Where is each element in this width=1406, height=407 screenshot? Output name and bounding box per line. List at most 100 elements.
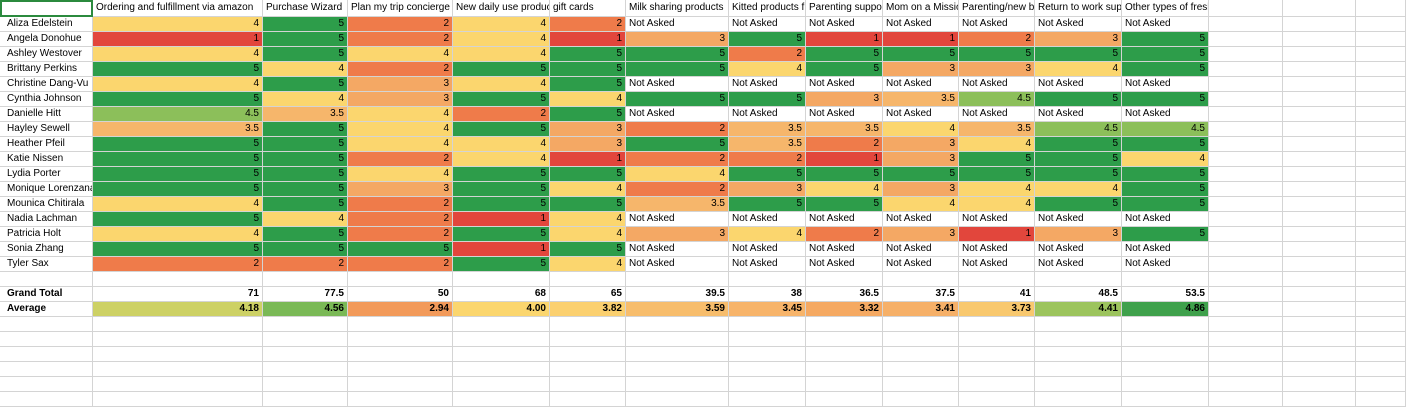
empty-cell[interactable] xyxy=(1209,197,1283,212)
score-cell[interactable]: 5 xyxy=(959,167,1035,182)
empty-cell[interactable] xyxy=(1356,92,1406,107)
empty-cell[interactable] xyxy=(1209,152,1283,167)
average-cell[interactable]: 3.32 xyxy=(806,302,883,317)
average-cell[interactable]: 3.82 xyxy=(550,302,626,317)
not-asked-cell[interactable]: Not Asked xyxy=(626,212,729,227)
empty-cell[interactable] xyxy=(626,317,729,332)
empty-cell[interactable] xyxy=(263,377,348,392)
grand-total-cell[interactable]: 50 xyxy=(348,287,453,302)
empty-cell[interactable] xyxy=(550,272,626,287)
score-cell[interactable]: 5 xyxy=(263,242,348,257)
score-cell[interactable]: 2 xyxy=(729,152,806,167)
score-cell[interactable]: 5 xyxy=(806,167,883,182)
score-cell[interactable]: 2 xyxy=(626,152,729,167)
not-asked-cell[interactable]: Not Asked xyxy=(1035,17,1122,32)
column-header[interactable]: Parenting/new b xyxy=(959,0,1035,17)
score-cell[interactable]: 5 xyxy=(883,47,959,62)
score-cell[interactable]: 5 xyxy=(453,257,550,272)
empty-cell[interactable] xyxy=(883,332,959,347)
score-cell[interactable]: 4 xyxy=(550,92,626,107)
empty-cell[interactable] xyxy=(1209,137,1283,152)
score-cell[interactable]: 4 xyxy=(93,17,263,32)
score-cell[interactable]: 2 xyxy=(348,32,453,47)
empty-cell[interactable] xyxy=(93,272,263,287)
score-cell[interactable]: 2 xyxy=(348,17,453,32)
score-cell[interactable]: 5 xyxy=(453,92,550,107)
empty-cell[interactable] xyxy=(1283,392,1356,407)
average-cell[interactable]: 4.41 xyxy=(1035,302,1122,317)
empty-cell[interactable] xyxy=(453,317,550,332)
empty-cell[interactable] xyxy=(1035,392,1122,407)
empty-cell[interactable] xyxy=(1283,182,1356,197)
score-cell[interactable]: 3 xyxy=(883,227,959,242)
score-cell[interactable]: 1 xyxy=(550,152,626,167)
score-cell[interactable]: 4 xyxy=(959,137,1035,152)
score-cell[interactable]: 2 xyxy=(348,212,453,227)
score-cell[interactable]: 5 xyxy=(93,242,263,257)
score-cell[interactable]: 3 xyxy=(806,92,883,107)
score-cell[interactable]: 5 xyxy=(1035,197,1122,212)
score-cell[interactable]: 4 xyxy=(453,77,550,92)
empty-cell[interactable] xyxy=(1035,272,1122,287)
empty-cell[interactable] xyxy=(1356,182,1406,197)
score-cell[interactable]: 1 xyxy=(93,32,263,47)
empty-cell[interactable] xyxy=(806,272,883,287)
empty-cell[interactable] xyxy=(626,347,729,362)
empty-cell[interactable] xyxy=(1122,347,1209,362)
empty-cell[interactable] xyxy=(1356,167,1406,182)
score-cell[interactable]: 4 xyxy=(550,182,626,197)
score-cell[interactable]: 3.5 xyxy=(883,92,959,107)
empty-cell[interactable] xyxy=(1356,47,1406,62)
empty-cell[interactable] xyxy=(1356,272,1406,287)
empty-cell[interactable] xyxy=(93,377,263,392)
respondent-name[interactable]: Hayley Sewell xyxy=(0,122,93,137)
not-asked-cell[interactable]: Not Asked xyxy=(626,77,729,92)
score-cell[interactable]: 5 xyxy=(550,197,626,212)
empty-cell[interactable] xyxy=(883,392,959,407)
score-cell[interactable]: 1 xyxy=(453,212,550,227)
score-cell[interactable]: 3 xyxy=(348,77,453,92)
empty-cell[interactable] xyxy=(1283,167,1356,182)
score-cell[interactable]: 5 xyxy=(729,32,806,47)
empty-cell[interactable] xyxy=(550,392,626,407)
not-asked-cell[interactable]: Not Asked xyxy=(806,77,883,92)
empty-cell[interactable] xyxy=(1356,287,1406,302)
empty-cell[interactable] xyxy=(348,347,453,362)
empty-cell[interactable] xyxy=(806,392,883,407)
empty-cell[interactable] xyxy=(1122,332,1209,347)
score-cell[interactable]: 4 xyxy=(550,212,626,227)
empty-cell[interactable] xyxy=(263,272,348,287)
column-header[interactable]: Ordering and fulfillment via amazon xyxy=(93,0,263,17)
score-cell[interactable]: 3.5 xyxy=(806,122,883,137)
grand-total-label[interactable]: Grand Total xyxy=(0,287,93,302)
empty-cell[interactable] xyxy=(626,377,729,392)
score-cell[interactable]: 4 xyxy=(959,197,1035,212)
not-asked-cell[interactable]: Not Asked xyxy=(626,107,729,122)
empty-cell[interactable] xyxy=(1209,362,1283,377)
score-cell[interactable]: 5 xyxy=(626,47,729,62)
empty-cell[interactable] xyxy=(93,392,263,407)
column-header[interactable]: Other types of fresh milk cooling device… xyxy=(1122,0,1209,17)
empty-cell[interactable] xyxy=(550,347,626,362)
grand-total-cell[interactable]: 39.5 xyxy=(626,287,729,302)
score-cell[interactable]: 5 xyxy=(550,62,626,77)
empty-cell[interactable] xyxy=(1209,302,1283,317)
empty-cell[interactable] xyxy=(348,377,453,392)
empty-cell[interactable] xyxy=(1356,332,1406,347)
score-cell[interactable]: 4 xyxy=(453,137,550,152)
empty-cell[interactable] xyxy=(1283,377,1356,392)
score-cell[interactable]: 4 xyxy=(348,47,453,62)
score-cell[interactable]: 3.5 xyxy=(729,122,806,137)
score-cell[interactable]: 5 xyxy=(263,137,348,152)
not-asked-cell[interactable]: Not Asked xyxy=(883,257,959,272)
empty-cell[interactable] xyxy=(1283,317,1356,332)
average-cell[interactable]: 4.56 xyxy=(263,302,348,317)
average-cell[interactable]: 3.41 xyxy=(883,302,959,317)
not-asked-cell[interactable]: Not Asked xyxy=(1035,242,1122,257)
empty-cell[interactable] xyxy=(0,392,93,407)
score-cell[interactable]: 5 xyxy=(453,197,550,212)
empty-cell[interactable] xyxy=(1283,137,1356,152)
empty-cell[interactable] xyxy=(93,332,263,347)
score-cell[interactable]: 5 xyxy=(93,137,263,152)
score-cell[interactable]: 3.5 xyxy=(959,122,1035,137)
